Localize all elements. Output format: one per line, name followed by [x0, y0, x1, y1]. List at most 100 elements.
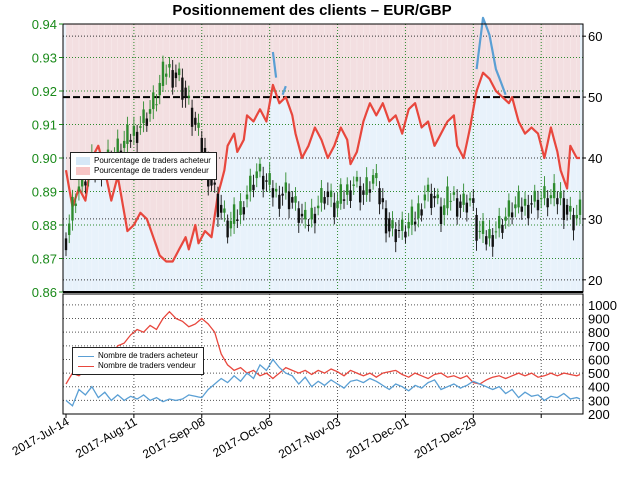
candle-body	[452, 192, 456, 195]
candle-body	[148, 109, 152, 114]
candle-body	[478, 230, 481, 232]
candle-body	[349, 190, 352, 201]
bottom-right-axis-tick-label: 900	[588, 312, 610, 327]
candle-body	[223, 208, 226, 213]
candle-body	[226, 220, 229, 238]
candle-body	[339, 184, 342, 204]
candle-body	[77, 186, 81, 192]
bottom-right-axis-tick-label: 1000	[588, 298, 617, 313]
candle-body	[494, 231, 498, 233]
left-axis-tick-label: 0.89	[32, 185, 57, 200]
candle-body	[122, 140, 126, 148]
candle-body	[401, 219, 404, 231]
legend-swatch-long	[76, 157, 90, 165]
candle-body	[307, 225, 310, 226]
candle-body	[116, 138, 119, 154]
legend-percentage: Pourcentage de traders acheteur Pourcent…	[70, 152, 217, 180]
candle-body	[184, 87, 187, 98]
candle-body	[481, 221, 485, 234]
candle-body	[132, 125, 136, 136]
left-axis-tick-label: 0.87	[32, 252, 57, 267]
candle-body	[300, 213, 304, 217]
candle-body	[135, 131, 139, 143]
candle-body	[194, 117, 197, 125]
candle-body	[446, 186, 449, 209]
candle-body	[274, 188, 278, 192]
x-axis-tick-label: 2017-Oct-06	[210, 414, 275, 460]
candle-body	[543, 186, 546, 199]
chart-title: Positionnement des clients – EUR/GBP	[172, 2, 452, 19]
candle-body	[465, 202, 469, 213]
candle-body	[242, 207, 245, 215]
right-axis-tick-label: 40	[588, 151, 602, 166]
x-axis-tick-label: 2017-Dec-01	[344, 414, 411, 461]
candle-body	[342, 199, 346, 201]
candle-body	[252, 184, 255, 191]
candle-body	[523, 198, 527, 206]
candle-body	[291, 197, 294, 203]
candle-body	[510, 212, 514, 218]
candle-body	[507, 200, 511, 217]
candle-body	[316, 205, 320, 209]
candle-body	[391, 220, 394, 229]
right-axis-tick-label: 60	[588, 29, 602, 44]
x-axis-tick-label: 2017-Dec-29	[412, 414, 479, 461]
candle-body	[527, 204, 530, 219]
candle-body	[371, 175, 375, 184]
legend-label-short-pct: Pourcentage de traders vendeur	[94, 166, 209, 175]
x-axis-tick-label: 2017-Jul-14	[10, 414, 72, 458]
candle-body	[346, 184, 349, 195]
candle-body	[449, 200, 452, 202]
candle-body	[520, 206, 524, 212]
candle-body	[68, 223, 71, 236]
candle-body	[352, 184, 355, 186]
bottom-right-axis-tick-label: 700	[588, 339, 610, 354]
candle-body	[355, 176, 359, 182]
legend-counts: Nombre de traders acheteur Nombre de tra…	[72, 347, 205, 375]
right-axis-tick-label: 20	[588, 273, 602, 288]
candle-body	[565, 204, 569, 215]
candle-body	[413, 221, 417, 225]
legend-item-long-count: Nombre de traders acheteur	[78, 351, 198, 361]
candle-body	[126, 124, 129, 144]
bottom-right-axis-tick-label: 600	[588, 352, 610, 367]
legend-item-short-count: Nombre de traders vendeur	[78, 361, 198, 371]
candle-body	[562, 198, 566, 220]
candle-body	[281, 193, 284, 196]
candle-body	[145, 118, 149, 126]
candle-body	[142, 109, 145, 124]
candle-body	[472, 198, 475, 203]
candle-body	[410, 206, 414, 225]
candle-body	[249, 175, 252, 192]
candle-body	[575, 214, 578, 219]
right-axis-tick-label: 30	[588, 212, 602, 227]
candle-body	[459, 201, 462, 208]
candle-body	[485, 236, 488, 245]
x-axis-tick-label: 2017-Nov-03	[276, 414, 343, 461]
candle-body	[358, 185, 362, 203]
candle-body	[488, 229, 491, 239]
candle-body	[462, 193, 465, 205]
candle-body	[152, 92, 155, 110]
candle-body	[74, 203, 77, 207]
candle-body	[436, 194, 439, 199]
candle-body	[304, 209, 307, 220]
candle-body	[84, 181, 87, 186]
candle-body	[64, 238, 68, 251]
candle-body	[158, 82, 161, 96]
candle-body	[439, 206, 443, 224]
candle-body	[468, 198, 472, 201]
candle-body	[294, 196, 297, 203]
candle-body	[407, 221, 410, 229]
candle-body	[388, 218, 391, 232]
candle-body	[139, 126, 142, 128]
long-count-line	[65, 358, 581, 407]
candle-body	[232, 204, 236, 224]
bottom-right-axis-tick-label: 800	[588, 325, 610, 340]
candle-body	[278, 194, 281, 209]
legend-item-long-pct: Pourcentage de traders acheteur	[76, 156, 211, 166]
candle-body	[394, 229, 397, 243]
right-axis-tick-label: 50	[588, 90, 602, 105]
candle-body	[181, 77, 184, 100]
legend-line-short	[78, 365, 94, 367]
